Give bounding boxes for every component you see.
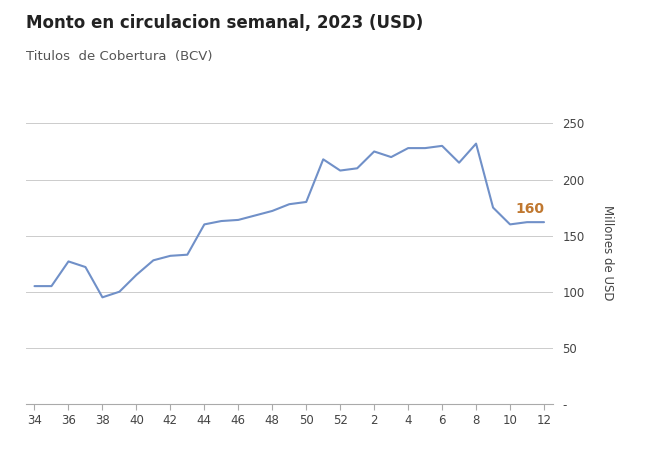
Text: Monto en circulacion semanal, 2023 (USD): Monto en circulacion semanal, 2023 (USD) bbox=[26, 14, 423, 32]
Text: Titulos  de Cobertura  (BCV): Titulos de Cobertura (BCV) bbox=[26, 50, 213, 63]
Text: 160: 160 bbox=[515, 202, 544, 216]
Y-axis label: Millones de USD: Millones de USD bbox=[601, 205, 614, 300]
